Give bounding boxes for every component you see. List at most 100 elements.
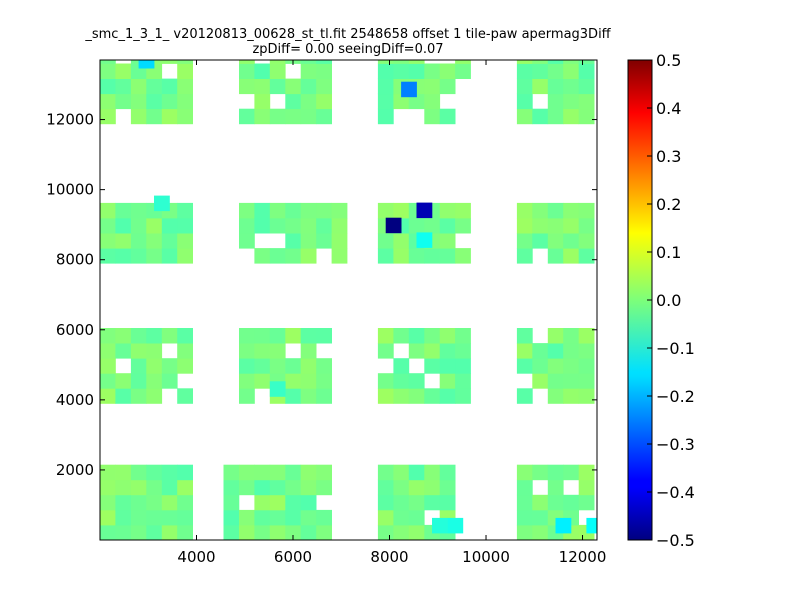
heatmap-cell [161,248,178,264]
heatmap-cell [393,494,410,511]
heatmap-cell [285,93,302,110]
heatmap-cell [547,60,564,64]
heatmap-cell [115,343,132,359]
heatmap-cell [100,388,116,404]
heatmap-cell [532,202,549,219]
heatmap-cell [393,524,410,540]
heatmap-cell [439,358,456,374]
heatmap-cell [269,494,286,511]
heatmap-cell [393,63,410,79]
heatmap-cell [563,60,579,64]
heatmap-cell [300,373,317,389]
heatmap-cell [254,248,271,264]
heatmap-cell [100,218,116,234]
heatmap-cell [578,388,595,404]
heatmap-cell [285,524,302,540]
heatmap-cell [393,373,410,389]
heatmap-cell [269,78,286,95]
heatmap-cell [578,218,595,234]
heatmap-cell [130,78,147,95]
heatmap-cell [285,494,302,511]
heatmap-cell [100,248,116,264]
heatmap-cell [393,328,410,344]
heatmap-cell [424,328,441,344]
heatmap-cell [424,479,441,496]
heatmap-cell [408,464,425,481]
heatmap-cell [516,63,533,79]
heatmap-cell [177,93,193,110]
heatmap-cell [115,479,132,496]
heatmap-cell [316,464,332,481]
heatmap-cell [532,343,549,359]
heatmap-cell [146,464,163,481]
heatmap-cell [408,494,425,511]
heatmap-cell [254,479,271,496]
heatmap-cell [316,63,332,79]
heatmap-cells [100,60,597,540]
colorbar-tick-label: 0.0 [656,291,681,310]
heatmap-cell [130,388,147,404]
heatmap-cell [547,233,564,249]
heatmap-cell [177,479,193,496]
heatmap-cell [254,93,271,110]
heatmap-cell [300,509,317,526]
heatmap-cell [161,464,178,481]
heatmap-cell [130,358,147,374]
heatmap-cell [563,358,579,374]
heatmap-cell [130,373,147,389]
heatmap-cell [177,464,193,481]
heatmap-cell [516,233,533,249]
heatmap-cell [177,509,193,526]
colorbar-tick-label: −0.1 [656,339,695,358]
heatmap-cell [455,60,471,64]
heatmap-cell [377,494,394,511]
heatmap-cell [547,358,564,374]
heatmap-cell [408,343,425,359]
heatmap-cell [269,202,286,219]
heatmap-cell [547,93,564,110]
heatmap-cell [393,60,410,64]
heatmap-cell [316,509,332,526]
heatmap-cell [161,233,178,249]
heatmap-cell [408,218,425,234]
heatmap-cell [532,63,549,79]
heatmap-cell [516,328,533,344]
heatmap-cell [578,63,595,79]
colorbar-tick-label: −0.5 [656,531,695,550]
heatmap-cell [300,60,317,64]
heatmap-cell [516,248,533,264]
heatmap-cell [516,202,533,219]
heatmap-cell [177,248,193,264]
heatmap-cell [455,202,471,219]
heatmap-cell [516,479,533,496]
heatmap-cell [316,373,332,389]
heatmap-cell [516,93,533,110]
heatmap-cell [563,343,579,359]
heatmap-cell [254,464,271,481]
heatmap-cell [285,373,302,389]
heatmap-cell [578,494,595,511]
heatmap-cell [161,328,178,344]
heatmap-cell [377,464,394,481]
heatmap-cell [100,479,116,496]
heatmap-cell [161,494,178,511]
heatmap-cell [300,479,317,496]
heatmap-cell [254,63,271,79]
heatmap-cell-outlier [416,232,433,248]
heatmap-cell [316,108,332,125]
heatmap-cell [130,494,147,511]
plot-frame [99,59,598,541]
heatmap-cell [177,108,193,125]
heatmap-cell [146,388,163,404]
heatmap-cell [285,328,302,344]
y-tick-label: 10000 [46,181,94,199]
heatmap-cell [547,479,564,496]
heatmap-cell [331,233,348,249]
heatmap-cell [177,343,193,359]
heatmap-cell [254,509,271,526]
heatmap-cell [316,479,332,496]
heatmap-cell [377,233,394,249]
heatmap-cell [393,248,410,264]
heatmap-cell [516,343,533,359]
heatmap-cell [532,494,549,511]
